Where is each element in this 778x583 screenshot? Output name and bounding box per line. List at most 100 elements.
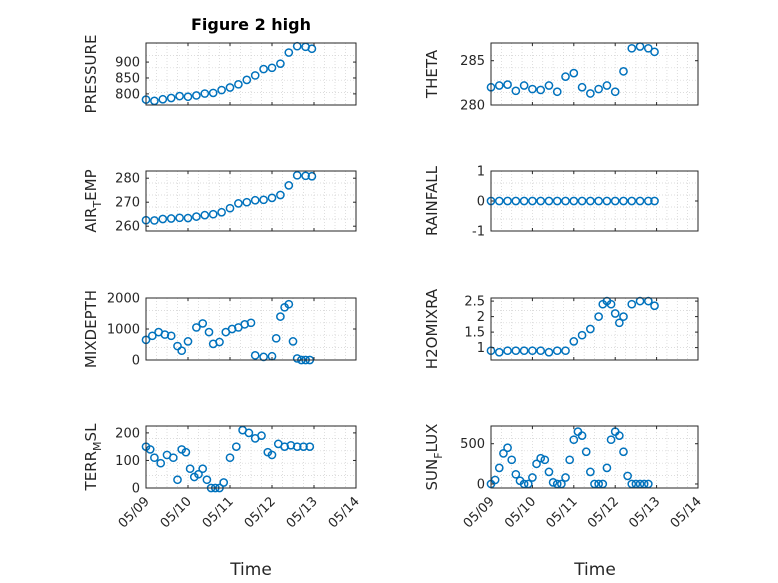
y-tick-label: 850 xyxy=(115,71,140,86)
data-point xyxy=(536,196,546,206)
data-point xyxy=(284,299,294,309)
data-point xyxy=(614,431,624,441)
data-point xyxy=(643,196,653,206)
y-tick-label: -1 xyxy=(472,225,485,240)
data-point xyxy=(544,467,554,477)
data-point xyxy=(204,327,214,337)
x-tick-label: 05/11 xyxy=(200,494,237,531)
axes-frame xyxy=(145,170,357,232)
data-point xyxy=(181,447,191,457)
data-point xyxy=(259,64,268,74)
y-tick-label: 2000 xyxy=(107,292,140,307)
data-point xyxy=(503,196,512,206)
subplot-6: 11.522.5 H2OMIXRA xyxy=(423,288,699,369)
x-axis-label-left: Time xyxy=(229,560,272,580)
y-tick-label: 2 xyxy=(477,310,485,325)
data-point xyxy=(150,96,159,106)
y-axis-label: AIRTEMP xyxy=(82,169,104,232)
y-tick-label: 100 xyxy=(115,454,140,469)
data-point xyxy=(145,445,155,454)
data-point xyxy=(511,196,521,206)
data-point xyxy=(166,214,176,223)
data-point xyxy=(284,181,294,190)
y-tick-label: 0 xyxy=(477,195,485,210)
data-point xyxy=(544,81,554,90)
x-tick-label: 05/12 xyxy=(242,494,279,531)
data-point xyxy=(614,318,624,328)
data-point xyxy=(552,346,562,356)
x-tick-label: 05/10 xyxy=(158,494,195,531)
data-point xyxy=(494,347,504,357)
data-point xyxy=(217,207,226,217)
y-axis-label: TERRMSL xyxy=(82,423,104,492)
subplot-3: 260 270 280 AIRTEMP xyxy=(82,169,357,235)
data-point xyxy=(594,312,603,321)
data-point xyxy=(528,84,537,94)
data-point xyxy=(208,209,218,219)
data-point xyxy=(623,471,632,481)
data-point xyxy=(519,81,529,90)
y-tick-label: 500 xyxy=(460,437,485,452)
data-point xyxy=(244,428,254,438)
data-point xyxy=(225,203,235,213)
data-point xyxy=(215,337,224,347)
data-point xyxy=(307,171,317,181)
data-point xyxy=(307,44,317,54)
data-point xyxy=(536,85,546,95)
data-point xyxy=(292,442,302,452)
data-point xyxy=(250,351,260,360)
subplot-4: -1 0 1 RAINFALL xyxy=(423,165,699,240)
data-point xyxy=(619,196,628,206)
subplot-5: 0 1000 2000 MIXDEPTH xyxy=(82,290,357,369)
data-point xyxy=(561,72,570,82)
data-point xyxy=(569,68,579,78)
data-point xyxy=(577,196,587,206)
data-point xyxy=(610,309,620,318)
data-point xyxy=(528,196,537,206)
x-tick-label: 05/14 xyxy=(668,494,705,531)
y-tick-label: 1 xyxy=(477,341,485,356)
y-axis-label: THETA xyxy=(423,49,441,99)
data-point xyxy=(581,447,591,457)
data-point xyxy=(561,346,570,356)
data-point xyxy=(511,346,521,356)
data-point xyxy=(147,331,157,341)
data-point xyxy=(166,93,176,103)
data-point xyxy=(650,47,659,57)
x-tick-label: 05/11 xyxy=(544,494,581,531)
data-point xyxy=(198,464,208,474)
data-point xyxy=(602,81,612,90)
y-tick-label: 0 xyxy=(132,354,140,369)
data-point xyxy=(503,80,512,89)
data-point xyxy=(200,89,210,98)
data-point xyxy=(208,88,218,98)
data-point xyxy=(202,475,212,485)
data-point xyxy=(185,464,195,474)
axes-frame xyxy=(490,425,699,489)
data-point xyxy=(577,431,587,441)
data-point xyxy=(284,48,294,57)
data-point xyxy=(267,193,277,203)
data-point xyxy=(519,196,529,206)
data-point xyxy=(150,216,159,225)
data-point xyxy=(586,89,595,98)
data-point xyxy=(158,94,168,104)
data-point xyxy=(267,450,277,460)
data-point xyxy=(225,453,235,463)
data-point xyxy=(606,299,616,309)
data-point xyxy=(650,301,659,311)
data-point xyxy=(305,442,315,452)
data-point xyxy=(276,312,285,321)
data-point xyxy=(635,42,645,51)
x-axis-label-right: Time xyxy=(573,560,616,580)
data-point xyxy=(610,196,620,206)
data-point xyxy=(503,443,512,453)
data-point xyxy=(183,92,193,102)
data-point xyxy=(175,91,184,101)
data-point xyxy=(569,196,579,206)
data-point xyxy=(231,442,241,452)
y-tick-label: 0 xyxy=(477,477,485,492)
data-point xyxy=(586,324,595,334)
data-point xyxy=(544,347,554,357)
data-point xyxy=(540,455,550,465)
